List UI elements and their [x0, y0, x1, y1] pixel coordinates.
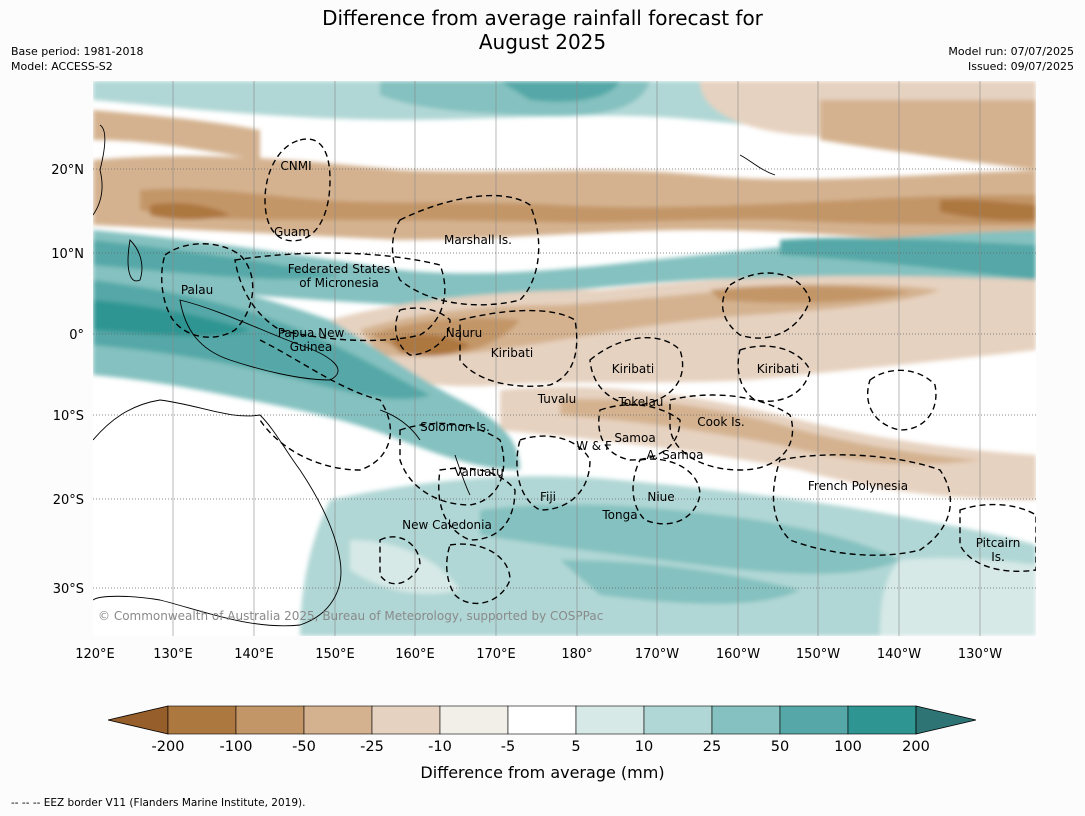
lat-label-10s: 10°S [53, 409, 84, 424]
lon-label-120e: 120°E [75, 647, 115, 662]
label-marshall-islands: Marshall Is. [444, 233, 512, 247]
colorbar-segment [439, 705, 509, 735]
lon-label-140w: 140°W [877, 647, 921, 662]
label-png-line1: Papua New [278, 326, 345, 340]
title-line-1: Difference from average rainfall forecas… [322, 6, 763, 30]
colorbar-segment [507, 705, 577, 735]
lon-label-140e: 140°E [234, 647, 274, 662]
colorbar-segment [711, 705, 781, 735]
label-samoa: Samoa [614, 431, 655, 445]
label-tonga: Tonga [601, 508, 637, 522]
copyright-credit: © Commonwealth of Australia 2025, Bureau… [98, 609, 604, 623]
model-name: Model: ACCESS-S2 [11, 60, 113, 73]
colorbar-label: Difference from average (mm) [420, 763, 665, 782]
base-period: Base period: 1981-2018 [11, 45, 144, 58]
lat-label-10n: 10°N [51, 247, 84, 262]
meta-right: Model run: 07/07/2025 Issued: 09/07/2025 [948, 44, 1074, 74]
label-guam: Guam [274, 225, 310, 239]
colorbar-tick-label: -5 [501, 739, 515, 755]
model-run: Model run: 07/07/2025 [948, 45, 1074, 58]
place-labels: CNMI Guam Marshall Is. Federated States … [181, 159, 1020, 564]
colorbar-tick-label: -100 [220, 739, 253, 755]
colorbar-segment [167, 705, 237, 735]
colorbar-tick-label: -200 [152, 739, 185, 755]
colorbar-tick-label: 5 [571, 739, 580, 755]
colorbar-segment [779, 705, 849, 735]
colorbar: -200 -100 -50 -25 -10 -5 5 10 25 50 100 200 [107, 705, 977, 755]
eez-border-note: -- -- -- EEZ border V11 (Flanders Marine… [11, 797, 306, 809]
eez-borders [161, 138, 1036, 605]
label-french-polynesia: French Polynesia [808, 479, 908, 493]
lon-label-130w: 130°W [958, 647, 1002, 662]
colorbar-segment [847, 705, 917, 735]
label-png-line2: Guinea [290, 340, 333, 354]
label-kiribati-west: Kiribati [491, 346, 533, 360]
label-palau: Palau [181, 283, 213, 297]
label-wallis-futuna: W & F [576, 439, 612, 453]
colorbar-segment [235, 705, 305, 735]
lon-label-150e: 150°E [315, 647, 355, 662]
meta-left: Base period: 1981-2018 Model: ACCESS-S2 [11, 44, 143, 74]
colorbar-segment [575, 705, 645, 735]
label-american-samoa: A. Samoa [647, 448, 704, 462]
latitude-gridlines [93, 168, 1036, 589]
lon-label-180: 180° [561, 647, 592, 662]
label-fiji: Fiji [540, 490, 556, 504]
lon-label-170e: 170°E [476, 647, 516, 662]
latitude-labels: 20°N 10°N 0° 10°S 20°S 30°S [51, 163, 84, 597]
lon-label-160w: 160°W [716, 647, 760, 662]
label-kiribati-east: Kiribati [757, 362, 799, 376]
label-cnmi: CNMI [280, 159, 311, 173]
colorbar-segment [303, 705, 373, 735]
colorbar-tick-label: -25 [360, 739, 384, 755]
lon-label-160e: 160°E [395, 647, 435, 662]
colorbar-arrow-high [915, 705, 977, 735]
label-tuvalu: Tuvalu [537, 392, 577, 406]
lat-label-20n: 20°N [51, 163, 84, 178]
label-new-caledonia: New Caledonia [402, 518, 492, 532]
lon-label-150w: 150°W [796, 647, 840, 662]
colorbar-segment [371, 705, 441, 735]
label-fsm-line1: Federated States [288, 262, 390, 276]
lat-label-30s: 30°S [53, 582, 84, 597]
colorbar-tick-label: -50 [292, 739, 316, 755]
label-solomon-islands: Solomon Is. [420, 420, 490, 434]
rainfall-field: CNMI Guam Marshall Is. Federated States … [93, 81, 1036, 636]
colorbar-tick-label: -10 [428, 739, 452, 755]
colorbar-tick-label: 10 [635, 739, 653, 755]
lat-label-20s: 20°S [53, 493, 84, 508]
colorbar-tick-label: 200 [902, 739, 930, 755]
longitude-labels: 120°E 130°E 140°E 150°E 160°E 170°E 180°… [75, 647, 1002, 662]
label-pitcairn-line2: Is. [991, 550, 1005, 564]
colorbar-tick-label: 100 [834, 739, 862, 755]
colorbar-segment [643, 705, 713, 735]
colorbar-tick-label: 50 [771, 739, 789, 755]
label-pitcairn-line1: Pitcairn [976, 536, 1021, 550]
label-tokelau: Tokelau [618, 395, 664, 409]
colorbar-tick-label: 25 [703, 739, 721, 755]
label-cook-islands: Cook Is. [697, 415, 744, 429]
lon-label-170w: 170°W [635, 647, 679, 662]
lon-label-130e: 130°E [153, 647, 193, 662]
lat-label-0: 0° [69, 328, 84, 343]
label-kiribati-central: Kiribati [612, 362, 654, 376]
label-niue: Niue [647, 490, 674, 504]
label-vanuatu: Vanuatu [454, 465, 504, 479]
colorbar-arrow-low [107, 705, 169, 735]
label-fsm-line2: of Micronesia [299, 276, 379, 290]
chart-title: Difference from average rainfall forecas… [0, 6, 1085, 54]
title-line-2: August 2025 [478, 30, 607, 54]
issued-date: Issued: 09/07/2025 [967, 60, 1074, 73]
label-nauru: Nauru [446, 326, 482, 340]
